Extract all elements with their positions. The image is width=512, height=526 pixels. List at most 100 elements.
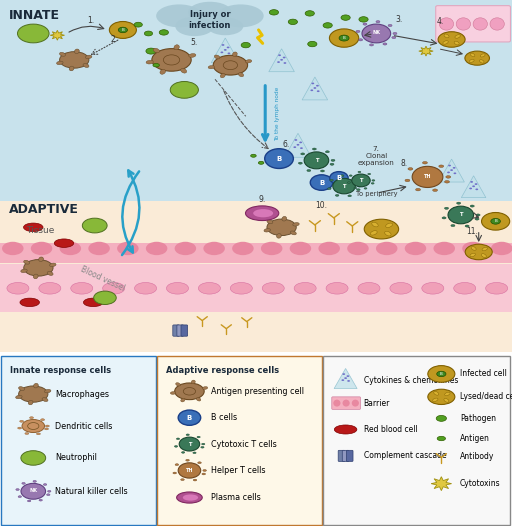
- Ellipse shape: [347, 242, 369, 255]
- Ellipse shape: [310, 175, 333, 190]
- Ellipse shape: [371, 183, 374, 184]
- FancyBboxPatch shape: [0, 0, 512, 201]
- Text: Cytotoxins: Cytotoxins: [460, 479, 500, 488]
- Ellipse shape: [181, 479, 184, 481]
- Ellipse shape: [246, 206, 279, 220]
- Text: Plasma cells: Plasma cells: [211, 493, 261, 502]
- Ellipse shape: [422, 282, 444, 294]
- Ellipse shape: [40, 419, 45, 421]
- Ellipse shape: [470, 253, 475, 257]
- Ellipse shape: [21, 269, 27, 272]
- Ellipse shape: [18, 427, 22, 429]
- Ellipse shape: [21, 483, 46, 499]
- Ellipse shape: [283, 57, 286, 58]
- Ellipse shape: [24, 223, 43, 231]
- Text: Blood vessel: Blood vessel: [79, 264, 126, 292]
- Ellipse shape: [326, 282, 348, 294]
- Text: 10.: 10.: [315, 201, 327, 210]
- FancyBboxPatch shape: [157, 356, 322, 524]
- Text: 6.: 6.: [283, 140, 290, 149]
- Ellipse shape: [321, 170, 325, 172]
- Ellipse shape: [475, 218, 479, 220]
- Polygon shape: [269, 49, 294, 72]
- Ellipse shape: [24, 260, 30, 264]
- Ellipse shape: [28, 500, 31, 502]
- Ellipse shape: [175, 464, 179, 466]
- Ellipse shape: [480, 54, 485, 57]
- Ellipse shape: [2, 242, 24, 255]
- Ellipse shape: [82, 218, 107, 233]
- Text: T: T: [188, 441, 191, 447]
- Ellipse shape: [293, 222, 299, 226]
- Ellipse shape: [341, 15, 350, 21]
- Ellipse shape: [178, 410, 201, 426]
- Text: 11.: 11.: [466, 227, 478, 236]
- Ellipse shape: [312, 148, 316, 150]
- Ellipse shape: [47, 271, 53, 275]
- Ellipse shape: [330, 171, 348, 184]
- Ellipse shape: [352, 400, 359, 407]
- Ellipse shape: [264, 229, 270, 232]
- Ellipse shape: [433, 189, 438, 191]
- Ellipse shape: [329, 29, 359, 47]
- Ellipse shape: [318, 242, 340, 255]
- Ellipse shape: [310, 89, 313, 91]
- Ellipse shape: [160, 69, 165, 74]
- Ellipse shape: [491, 218, 500, 224]
- Ellipse shape: [482, 247, 487, 251]
- Ellipse shape: [442, 217, 446, 219]
- Text: Pathogen: Pathogen: [460, 414, 496, 423]
- Text: Helper T cells: Helper T cells: [211, 466, 265, 475]
- Ellipse shape: [59, 52, 89, 68]
- Ellipse shape: [388, 24, 392, 27]
- FancyBboxPatch shape: [332, 397, 360, 409]
- Ellipse shape: [7, 282, 29, 294]
- Ellipse shape: [213, 55, 248, 75]
- Ellipse shape: [166, 282, 188, 294]
- Ellipse shape: [472, 185, 475, 187]
- Ellipse shape: [393, 33, 397, 35]
- Ellipse shape: [404, 242, 426, 255]
- Ellipse shape: [485, 282, 507, 294]
- Ellipse shape: [110, 22, 136, 38]
- Ellipse shape: [30, 417, 33, 419]
- Ellipse shape: [47, 494, 50, 495]
- Ellipse shape: [352, 174, 370, 187]
- Ellipse shape: [326, 151, 329, 153]
- Text: B: B: [276, 156, 282, 161]
- Text: 1.: 1.: [87, 16, 94, 25]
- Ellipse shape: [174, 45, 179, 50]
- Ellipse shape: [437, 437, 445, 441]
- Ellipse shape: [232, 52, 237, 56]
- Ellipse shape: [347, 380, 350, 382]
- Ellipse shape: [86, 55, 92, 58]
- Ellipse shape: [308, 42, 317, 47]
- Text: Red blood cell: Red blood cell: [364, 425, 417, 434]
- Ellipse shape: [259, 161, 264, 164]
- Ellipse shape: [183, 494, 198, 501]
- Ellipse shape: [267, 219, 296, 236]
- Text: B: B: [336, 175, 342, 181]
- Ellipse shape: [18, 387, 25, 390]
- FancyBboxPatch shape: [177, 325, 184, 336]
- Ellipse shape: [333, 400, 340, 407]
- FancyBboxPatch shape: [0, 243, 512, 262]
- Ellipse shape: [102, 282, 124, 294]
- Ellipse shape: [455, 35, 460, 38]
- Polygon shape: [211, 38, 240, 63]
- Ellipse shape: [282, 217, 287, 221]
- Ellipse shape: [357, 185, 361, 187]
- Text: B: B: [343, 36, 346, 40]
- FancyBboxPatch shape: [0, 264, 512, 312]
- Ellipse shape: [198, 462, 201, 463]
- Ellipse shape: [293, 146, 296, 148]
- Ellipse shape: [152, 48, 191, 71]
- Ellipse shape: [181, 398, 185, 402]
- Ellipse shape: [208, 66, 215, 69]
- Ellipse shape: [307, 169, 311, 171]
- Ellipse shape: [83, 298, 103, 307]
- Ellipse shape: [385, 231, 391, 236]
- Ellipse shape: [44, 483, 47, 485]
- Text: 7.
Clonal
expansion: 7. Clonal expansion: [358, 146, 395, 166]
- Ellipse shape: [290, 242, 311, 255]
